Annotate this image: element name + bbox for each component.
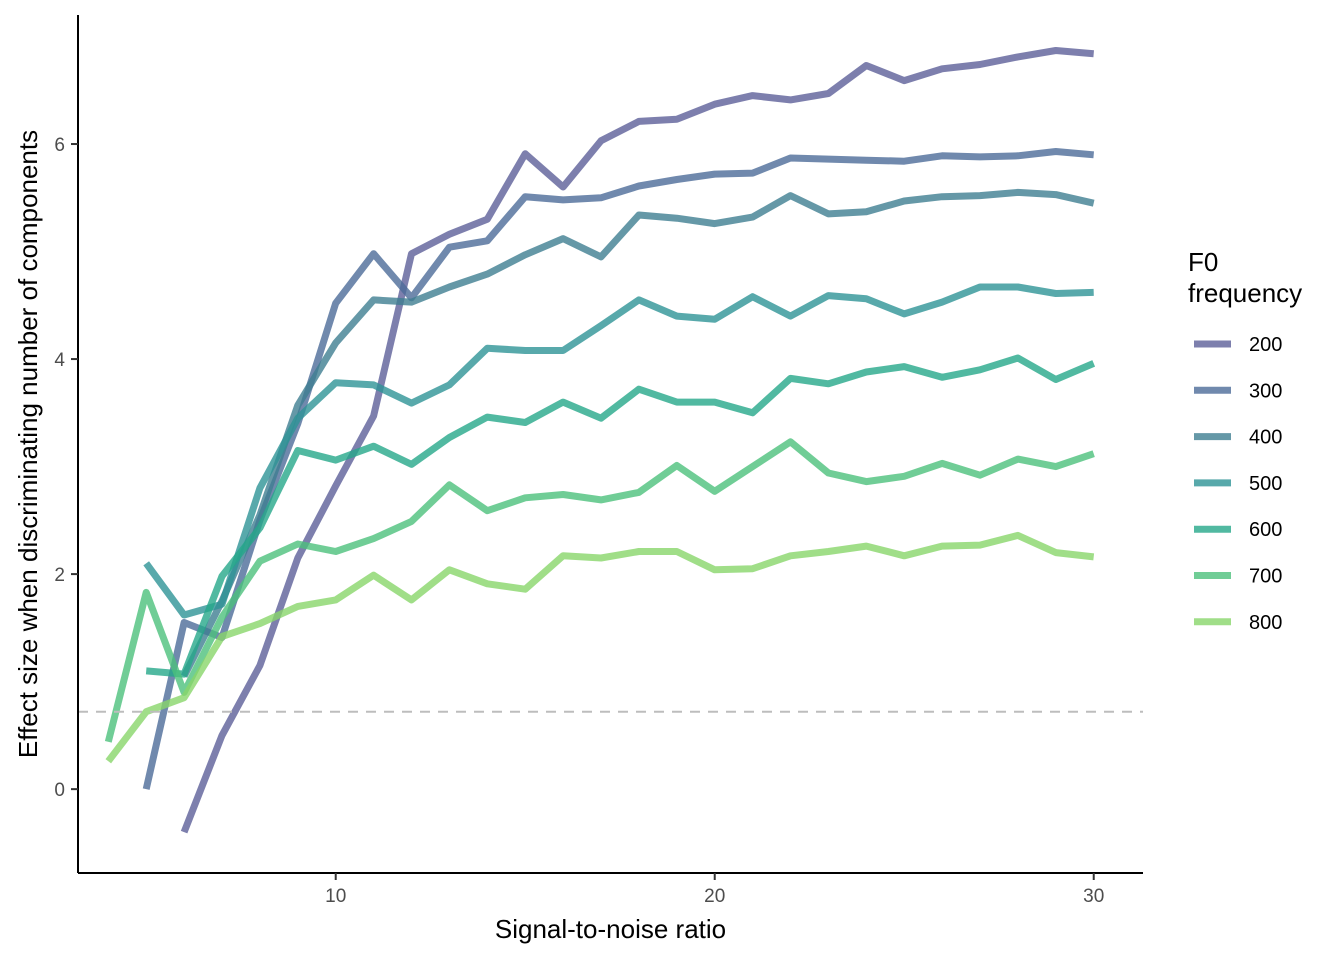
- series-line-600: [145, 354, 1096, 678]
- legend-label-200: 200: [1249, 334, 1282, 356]
- legend-label-400: 400: [1249, 427, 1282, 449]
- legend-label-500: 500: [1249, 473, 1282, 495]
- y-tick-label: 0: [54, 780, 65, 801]
- series-line-300: [142, 148, 1095, 790]
- x-tick-label: 10: [325, 886, 346, 907]
- series-line-200: [180, 47, 1094, 834]
- series-line-700: [104, 438, 1095, 743]
- x-axis-title: Signal-to-noise ratio: [495, 914, 726, 944]
- legend-title-line-2: frequency: [1188, 278, 1302, 308]
- legend-label-800: 800: [1249, 612, 1282, 634]
- x-tick-label: 30: [1083, 886, 1104, 907]
- y-axis-title: Effect size when discriminating number o…: [13, 130, 43, 758]
- legend-label-700: 700: [1249, 566, 1282, 588]
- legend-label-600: 600: [1249, 519, 1282, 541]
- series-lines: [104, 47, 1096, 834]
- y-tick-label: 2: [54, 565, 65, 586]
- y-tick-label: 4: [54, 350, 65, 371]
- legend-label-300: 300: [1249, 380, 1282, 402]
- series-line-400: [180, 188, 1095, 678]
- x-tick-label: 20: [704, 886, 725, 907]
- legend-items: 200 300 400 500 600 700 800: [1194, 334, 1282, 634]
- legend: F0 frequency 200 300 400 500 600 700 800: [1188, 247, 1302, 634]
- y-tick-label: 6: [54, 135, 65, 156]
- series-line-800: [105, 531, 1095, 764]
- legend-title-line-1: F0: [1188, 247, 1218, 277]
- series-line-500: [143, 283, 1094, 619]
- axes: 10 20 30 0 2 4 6: [54, 15, 1143, 907]
